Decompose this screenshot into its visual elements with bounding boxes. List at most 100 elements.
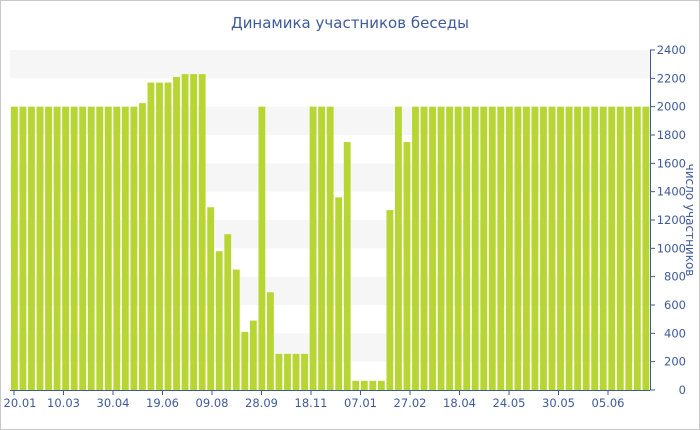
x-tick-label: 18.11 (295, 396, 328, 410)
x-tick-label: 18.04 (443, 396, 476, 410)
y-tick-label: 1000 (657, 241, 686, 255)
y-tick-label: 600 (664, 298, 686, 312)
bar (625, 106, 633, 391)
bar (608, 106, 616, 391)
bar (11, 106, 18, 391)
bar (267, 292, 274, 390)
x-axis-ticks: 20.01 10.03 30.04 19.06 09.08 28.09 18.11 07.01… (4, 390, 625, 410)
bar (616, 106, 624, 391)
bar (480, 106, 488, 391)
bar (599, 106, 607, 391)
y-tick-label: 400 (664, 326, 686, 340)
bar (395, 106, 402, 391)
x-tick-label: 19.06 (146, 396, 179, 410)
bar (301, 353, 308, 391)
bar (249, 320, 257, 390)
grid-band (10, 50, 650, 79)
y-tick-label: 2000 (657, 100, 686, 114)
bar (284, 353, 291, 391)
bar (190, 74, 198, 390)
bar (540, 106, 547, 391)
bar (232, 269, 240, 390)
bar (488, 106, 496, 391)
x-tick-label: 09.08 (196, 396, 229, 410)
bar (96, 106, 104, 391)
bar (429, 106, 436, 391)
bar (557, 106, 564, 391)
bar (497, 106, 505, 391)
bar (258, 106, 266, 391)
bar (207, 207, 215, 390)
bar (360, 380, 368, 390)
bar (139, 103, 146, 391)
x-tick-label: 24.05 (493, 396, 526, 410)
bar (275, 353, 283, 391)
x-tick-label: 10.03 (47, 396, 80, 410)
y-axis-ticks: 0 200 400 600 800 1000 1200 1400 1600 1800 2000 220… (650, 43, 686, 397)
bar (62, 106, 70, 391)
bar (446, 106, 454, 391)
x-tick-label: 20.01 (4, 396, 37, 410)
bar (343, 142, 351, 390)
y-tick-label: 800 (664, 270, 686, 284)
bar (104, 106, 112, 391)
x-tick-label: 30.05 (542, 396, 575, 410)
bar (198, 74, 206, 390)
bar (437, 106, 445, 391)
bar (591, 106, 599, 391)
bar (471, 106, 479, 391)
y-tick-label: 0 (679, 383, 686, 397)
bar (565, 106, 573, 391)
bar (87, 106, 95, 391)
bar (633, 106, 641, 391)
bar (130, 106, 138, 391)
bar (181, 74, 189, 390)
bar (574, 106, 582, 391)
y-tick-label: 1400 (657, 185, 686, 199)
y-tick-label: 2400 (657, 43, 686, 57)
bar (505, 106, 513, 391)
bar (164, 82, 172, 390)
bar (53, 106, 61, 391)
bar (241, 331, 249, 390)
bar (335, 197, 343, 390)
y-axis-label: число участников (683, 164, 697, 277)
y-tick-label: 200 (664, 355, 686, 369)
bar (531, 106, 539, 391)
bar (70, 106, 78, 391)
bar (19, 106, 27, 391)
bar (28, 106, 35, 391)
bar (309, 106, 317, 391)
bar (514, 106, 522, 391)
bar (292, 353, 300, 391)
chart-title: Динамика участников беседы (231, 14, 469, 32)
x-tick-label: 05.06 (592, 396, 625, 410)
bar (224, 234, 232, 390)
bar (412, 106, 419, 391)
bar (173, 76, 180, 391)
bar (147, 82, 155, 390)
bar (36, 106, 44, 391)
bar (369, 380, 377, 390)
y-tick-label: 1800 (657, 128, 686, 142)
bar (121, 106, 129, 391)
y-tick-label: 1600 (657, 156, 686, 170)
bar (215, 251, 223, 390)
bar (548, 106, 556, 391)
x-tick-label: 28.09 (245, 396, 278, 410)
bar (386, 210, 394, 390)
y-tick-label: 2200 (657, 71, 686, 85)
bar (377, 380, 385, 390)
bar (113, 106, 121, 391)
bar (352, 380, 360, 390)
x-tick-label: 30.04 (97, 396, 130, 410)
bar (454, 106, 462, 391)
bar (582, 106, 590, 391)
x-tick-label: 07.01 (344, 396, 377, 410)
bar (326, 106, 334, 391)
bar (463, 106, 471, 391)
y-tick-label: 1200 (657, 213, 686, 227)
bar (642, 106, 650, 391)
bar (403, 142, 411, 390)
